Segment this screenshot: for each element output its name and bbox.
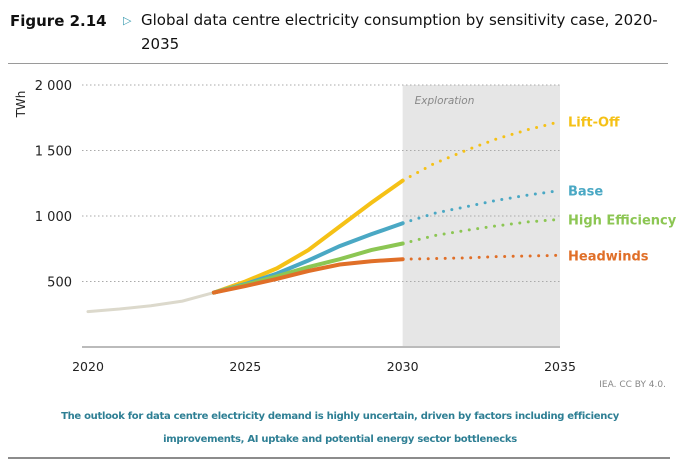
figure-label: Figure 2.14 [10,12,107,30]
chart-note: The outlook for data centre electricity … [61,411,619,445]
y-tick-label: 1 000 [35,210,72,225]
series-projection-headwinds [401,253,562,261]
exploration-region [402,85,560,347]
legend-label-headwinds: Headwinds [568,249,649,264]
legend-label-lift-off: Lift-Off [568,116,620,131]
y-axis-label: TWh [14,91,28,119]
credit: IEA. CC BY 4.0. [599,380,666,390]
history-line [86,291,216,314]
x-tick-label: 2035 [544,359,576,374]
x-tick-label: 2020 [72,359,104,374]
chart-title: Global data centre electricity consumpti… [141,11,658,53]
footer-divider [8,457,670,459]
header-divider [8,63,668,64]
y-tick-label: 1 500 [35,145,72,160]
legend-label-high-efficiency: High Efficiency [568,213,677,228]
triangle-right-icon: ▷ [123,14,132,27]
x-tick-label: 2025 [229,359,261,374]
x-tick-label: 2030 [387,359,419,374]
exploration-label: Exploration [415,95,475,107]
series-line-headwinds [211,257,405,295]
y-tick-label: 2 000 [35,79,72,94]
y-tick-label: 500 [47,276,72,291]
legend-label-base: Base [568,184,603,199]
series-projection-high-efficiency [401,217,562,245]
series-line-lift-off [211,178,405,295]
